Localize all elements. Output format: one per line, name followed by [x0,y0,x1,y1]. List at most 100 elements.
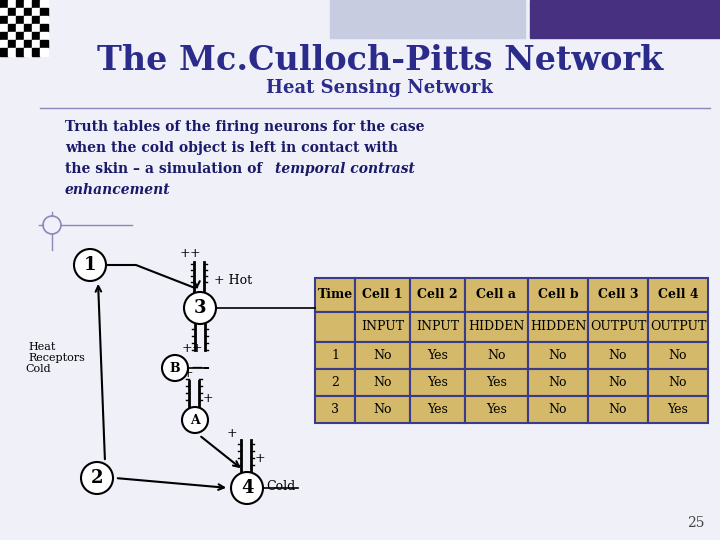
Text: No: No [608,349,627,362]
Bar [32,24,40,32]
Bar [16,0,24,8]
Bar [315,342,355,369]
Text: INPUT: INPUT [361,321,404,334]
Circle shape [231,472,263,504]
Text: +: + [190,247,201,260]
Bar [465,312,528,342]
Text: No: No [549,376,567,389]
Bar [8,32,16,40]
Text: Yes: Yes [427,376,448,389]
Bar [40,8,48,16]
Bar [528,278,588,312]
Bar [8,8,16,16]
Bar [8,0,16,8]
Bar [8,40,16,48]
Text: +: + [182,342,193,355]
Text: No: No [373,376,392,389]
Text: Cell b: Cell b [538,288,578,301]
Text: No: No [373,349,392,362]
Bar [0,40,8,48]
Circle shape [184,292,216,324]
Text: +: + [203,392,214,405]
Bar [32,32,40,40]
Text: 1: 1 [84,256,96,274]
Bar [0,24,8,32]
Bar [40,32,48,40]
Bar [355,342,410,369]
Text: temporal contrast: temporal contrast [275,162,415,176]
Text: HIDDEN: HIDDEN [530,321,586,334]
Bar [0,48,8,56]
Bar [24,0,32,8]
Text: +: + [180,247,191,260]
Bar [32,48,40,56]
Bar [32,8,40,16]
Text: Cell 4: Cell 4 [657,288,698,301]
Text: enhancement: enhancement [65,183,171,197]
Bar [588,396,648,423]
Text: Cell 3: Cell 3 [598,288,638,301]
Bar [530,0,720,38]
Bar [40,0,48,8]
Bar [32,0,40,8]
Bar [40,16,48,24]
Text: Yes: Yes [427,349,448,362]
Bar [465,342,528,369]
Bar [16,24,24,32]
Text: 1: 1 [331,349,339,362]
Text: Cell a: Cell a [477,288,516,301]
Text: 4: 4 [240,479,253,497]
Text: INPUT: INPUT [416,321,459,334]
Text: A: A [190,414,200,427]
Text: Cell 2: Cell 2 [417,288,458,301]
Bar [355,369,410,396]
Text: +: + [192,342,202,355]
Circle shape [182,407,208,433]
Text: HIDDEN: HIDDEN [468,321,525,334]
Bar [24,16,32,24]
Text: Heat: Heat [28,342,55,352]
Text: No: No [487,349,505,362]
Bar [355,312,410,342]
Bar [648,278,708,312]
Text: The Mc.Culloch-Pitts Network: The Mc.Culloch-Pitts Network [97,44,663,77]
Bar [588,342,648,369]
Bar [0,0,8,8]
Bar [528,342,588,369]
Bar [16,16,24,24]
Bar [410,342,465,369]
Text: 25: 25 [688,516,705,530]
Text: Heat Sensing Network: Heat Sensing Network [266,79,493,97]
Bar [315,369,355,396]
Bar [315,312,355,342]
Bar [0,8,8,16]
Bar [528,396,588,423]
Text: Truth tables of the firing neurons for the case: Truth tables of the firing neurons for t… [65,120,425,134]
Bar [528,369,588,396]
Bar [410,396,465,423]
Bar [648,369,708,396]
Bar [330,0,525,38]
Text: +: + [173,367,184,380]
Text: +: + [227,427,238,440]
Text: No: No [608,403,627,416]
Bar [40,48,48,56]
Bar [465,369,528,396]
Text: B: B [170,361,180,375]
Bar [16,48,24,56]
Bar [648,396,708,423]
Text: the skin – a simulation of: the skin – a simulation of [65,162,267,176]
Circle shape [162,355,188,381]
Bar [8,48,16,56]
Bar [24,8,32,16]
Text: Cold: Cold [266,480,295,493]
Bar [315,278,355,312]
Text: Yes: Yes [427,403,448,416]
Text: Yes: Yes [486,403,507,416]
Text: 2: 2 [91,469,103,487]
Bar [16,8,24,16]
Bar [16,40,24,48]
Bar [410,312,465,342]
Text: No: No [549,349,567,362]
Bar [16,32,24,40]
